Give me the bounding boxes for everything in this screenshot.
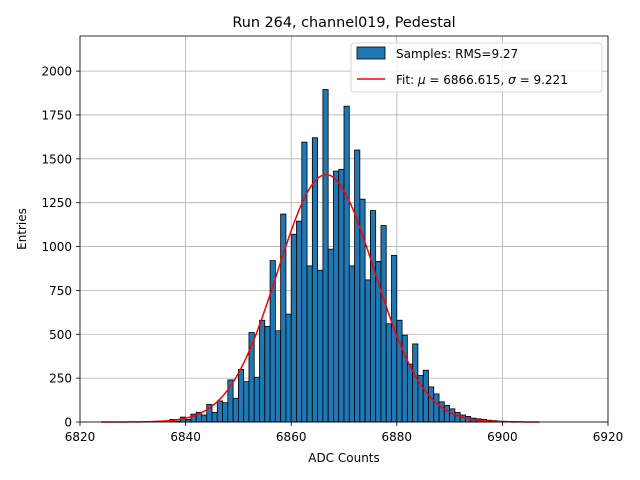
histogram-bar xyxy=(354,149,361,423)
x-tick-label: 6900 xyxy=(487,430,518,444)
legend-fit-label: Fit: μ = 6866.615, σ = 9.221 xyxy=(396,73,568,87)
histogram-bar xyxy=(449,408,456,423)
legend: Samples: RMS=9.27 Fit: μ = 6866.615, σ =… xyxy=(350,42,603,93)
histogram-bar xyxy=(454,411,461,423)
x-axis-label: ADC Counts xyxy=(308,451,380,465)
y-tick-label: 500 xyxy=(49,328,72,342)
histogram-bar xyxy=(385,323,392,423)
histogram-bar xyxy=(243,381,250,423)
histogram-bar xyxy=(216,400,223,423)
histogram-bar xyxy=(306,265,313,423)
histogram-bar xyxy=(364,279,371,423)
histogram-bar xyxy=(253,376,260,423)
histogram-bar xyxy=(274,330,282,423)
histogram-bar xyxy=(348,265,355,423)
histogram-bar xyxy=(301,141,308,423)
y-tick-label: 1750 xyxy=(41,108,72,122)
histogram-bar xyxy=(406,363,414,423)
histogram-bar xyxy=(201,414,208,423)
legend-histogram-swatch xyxy=(356,46,386,60)
x-axis-ticks: 6820 6840 6860 6880 6900 6920 xyxy=(65,422,624,444)
histogram-bar xyxy=(338,168,345,423)
histogram-bar xyxy=(428,386,435,423)
x-tick-label: 6820 xyxy=(65,430,96,444)
legend-mu-value: 6866.615 xyxy=(443,73,500,87)
legend-histogram-label: Samples: RMS=9.27 xyxy=(396,47,518,61)
legend-sigma-value: 9.221 xyxy=(533,73,567,87)
y-axis-ticks: 0 250 500 750 1000 1250 1500 1750 2000 xyxy=(41,65,80,430)
x-tick-label: 6840 xyxy=(170,430,201,444)
legend-sigma-symbol: σ xyxy=(508,73,516,87)
histogram-bar xyxy=(375,261,382,423)
histogram-bar xyxy=(401,334,408,423)
histogram-bar xyxy=(343,105,350,423)
y-tick-label: 1250 xyxy=(41,196,72,210)
histogram-bar xyxy=(222,402,229,423)
histogram-bar xyxy=(422,369,429,423)
histogram-bar xyxy=(412,343,419,423)
histogram-bars xyxy=(169,89,519,423)
chart-title: Run 264, channel019, Pedestal xyxy=(232,15,455,31)
histogram-bar xyxy=(290,233,297,423)
histogram-bar xyxy=(380,225,387,423)
histogram-bar xyxy=(211,411,218,423)
y-tick-label: 2000 xyxy=(41,65,72,79)
histogram-bar xyxy=(433,393,440,423)
histogram-bar xyxy=(285,313,292,423)
x-tick-label: 6880 xyxy=(382,430,413,444)
histogram-bar xyxy=(237,368,245,423)
histogram-bar xyxy=(317,269,324,423)
histogram-bar xyxy=(369,210,377,423)
x-tick-label: 6860 xyxy=(276,430,307,444)
y-tick-label: 1500 xyxy=(41,152,72,166)
histogram-bar xyxy=(280,213,287,423)
y-tick-label: 750 xyxy=(49,284,72,298)
y-axis-label: Entries xyxy=(15,208,29,250)
histogram-bar xyxy=(327,248,334,423)
histogram-bar xyxy=(333,170,340,423)
y-tick-label: 0 xyxy=(64,416,72,430)
histogram-bar xyxy=(264,325,271,423)
x-tick-label: 6920 xyxy=(593,430,624,444)
histogram-bar xyxy=(259,319,266,423)
y-tick-label: 250 xyxy=(49,372,72,386)
histogram-bar xyxy=(391,254,398,423)
plot-area-frame xyxy=(79,35,609,423)
histogram-bar xyxy=(322,89,329,423)
histogram-bar xyxy=(438,401,445,423)
histogram-bar xyxy=(396,319,403,423)
histogram-bar xyxy=(296,220,303,423)
histogram-bar xyxy=(443,404,451,423)
legend-box xyxy=(350,42,603,93)
legend-mu-symbol: μ xyxy=(417,73,426,87)
y-tick-label: 1000 xyxy=(41,240,72,254)
gaussian-fit-curve xyxy=(101,173,540,423)
histogram-bar xyxy=(232,397,239,423)
